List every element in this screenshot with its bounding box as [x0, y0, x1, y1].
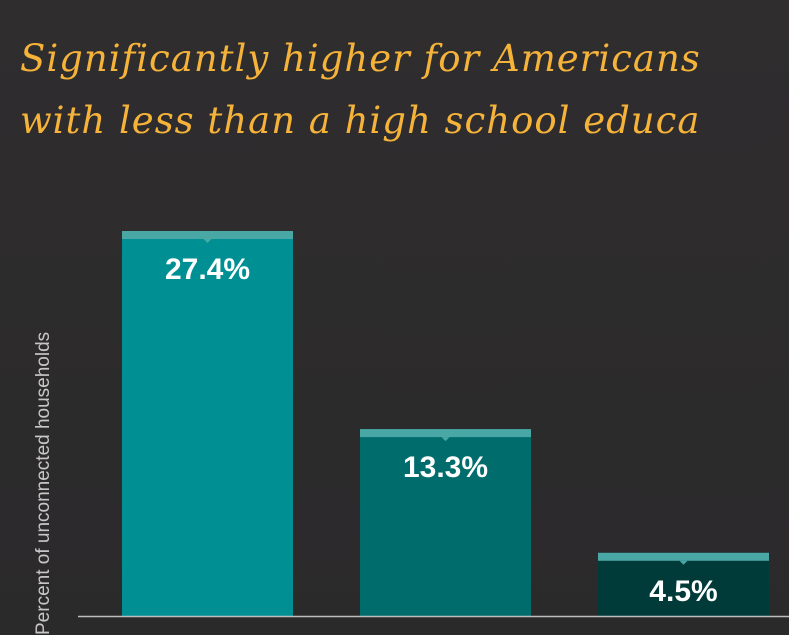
bar-2 [360, 429, 531, 616]
bar-cap-notch-2 [441, 437, 450, 442]
bar-cap-1 [122, 231, 293, 239]
bar-cap-notch-3 [679, 560, 688, 565]
bar-cap-notch-1 [203, 239, 212, 243]
data-label-3: 4.5% [649, 575, 717, 608]
bar-cap-2 [360, 429, 531, 438]
chart-title: Significantly higher for Americans with … [20, 28, 789, 152]
bar-cap-3 [598, 552, 769, 561]
data-label-2: 13.3% [403, 451, 488, 484]
title-line-2: with less than a high school educa [20, 99, 701, 142]
data-label-1: 27.4% [165, 253, 250, 286]
title-line-1: Significantly higher for Americans [20, 37, 701, 80]
bar-1 [122, 231, 293, 616]
